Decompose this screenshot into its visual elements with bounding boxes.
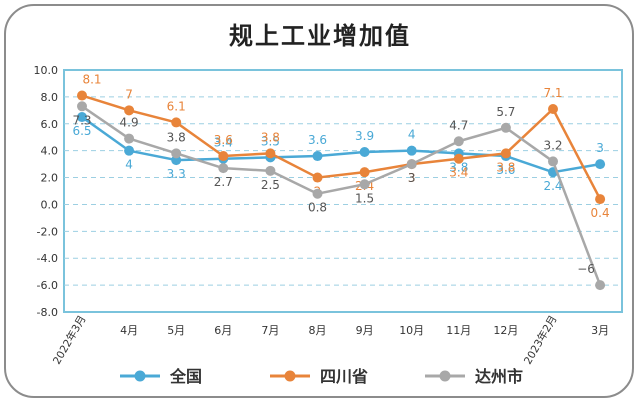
data-label: 3 (408, 171, 416, 185)
data-label: 3.5 (261, 134, 280, 148)
y-tick-label: -4.0 (37, 252, 58, 265)
series-line (81, 116, 601, 174)
legend-label: 达州市 (475, 367, 523, 386)
data-point (406, 159, 417, 170)
x-tick-label: 11月 (446, 324, 471, 337)
x-tick-label: 4月 (120, 324, 138, 337)
data-label: 6.5 (72, 124, 91, 138)
data-label: 4.7 (449, 118, 468, 132)
data-label: 1.5 (355, 191, 374, 205)
data-label: 3.8 (261, 130, 280, 144)
data-point (218, 151, 229, 162)
data-label: 3.2 (543, 138, 562, 152)
data-point (124, 145, 135, 156)
data-label: 7.3 (72, 113, 91, 127)
y-tick-label: 6.0 (41, 118, 59, 131)
data-label: 3.8 (496, 160, 515, 174)
data-label: 2.7 (214, 175, 233, 189)
data-point (500, 122, 511, 133)
chart-title: 规上工业增加值 (229, 22, 411, 50)
data-label: 3 (596, 141, 604, 155)
data-label: −6 (577, 262, 595, 276)
data-label: 3.4 (449, 166, 468, 180)
data-point (453, 153, 464, 164)
y-tick-label: -8.0 (37, 306, 58, 319)
legend-marker (284, 370, 296, 382)
data-point (359, 179, 370, 190)
x-tick-label: 8月 (309, 324, 327, 337)
data-label: 2.5 (261, 178, 280, 192)
x-tick-label: 2022年3月 (50, 313, 88, 367)
data-point (548, 156, 558, 167)
data-label: 3.6 (214, 133, 233, 147)
x-tick-label: 2023年2月 (521, 313, 559, 367)
data-point (548, 103, 558, 114)
data-label: 3.4 (214, 136, 233, 150)
data-point (77, 101, 87, 112)
x-tick-label: 5月 (167, 324, 185, 337)
data-label: 4 (125, 158, 133, 172)
data-point (595, 194, 606, 205)
x-tick-label: 9月 (356, 324, 374, 337)
data-point (171, 117, 182, 128)
y-tick-label: 4.0 (41, 145, 59, 158)
data-point (359, 167, 370, 178)
y-tick-label: -6.0 (37, 279, 58, 292)
x-tick-label: 3月 (591, 324, 609, 337)
data-label: 4 (408, 128, 416, 142)
series-line (81, 94, 602, 200)
data-label: 3.3 (167, 167, 186, 181)
data-point (595, 280, 606, 291)
series-line (81, 105, 602, 286)
data-label: 7 (125, 87, 133, 101)
data-label: 0.4 (591, 206, 610, 220)
x-tick-label: 6月 (214, 324, 232, 337)
data-point (595, 159, 606, 170)
data-point (312, 151, 323, 162)
data-point (218, 163, 229, 174)
data-point (265, 165, 276, 176)
data-point (265, 148, 276, 159)
data-point (312, 172, 323, 183)
legend-label: 全国 (169, 367, 202, 386)
data-label: 8.1 (82, 73, 101, 87)
y-tick-label: 0.0 (41, 198, 59, 211)
data-point (359, 147, 370, 158)
data-label: 3.8 (167, 130, 186, 144)
data-label: 0.8 (308, 201, 327, 215)
x-tick-label: 7月 (261, 324, 279, 337)
legend-marker (134, 370, 146, 382)
y-tick-label: 2.0 (41, 172, 59, 185)
data-label: 7.1 (543, 86, 562, 100)
y-tick-label: -2.0 (37, 225, 58, 238)
data-label: 3.8 (449, 160, 468, 174)
data-point (453, 136, 464, 147)
data-point (500, 148, 511, 159)
legend-label: 四川省 (320, 367, 368, 386)
data-point (77, 112, 87, 123)
y-tick-label: 8.0 (41, 91, 59, 104)
data-label: 5.7 (496, 105, 515, 119)
x-tick-label: 10月 (399, 324, 424, 337)
data-label: 3 (408, 171, 416, 185)
legend-marker (439, 370, 451, 382)
data-point (171, 148, 182, 159)
data-label: 2.4 (543, 179, 562, 193)
plot-frame (63, 69, 623, 313)
data-point (124, 133, 135, 144)
y-tick-label: 10.0 (34, 64, 59, 77)
data-point (312, 188, 323, 199)
x-tick-label: 12月 (493, 324, 518, 337)
data-label: 4.9 (120, 116, 139, 130)
data-point (124, 105, 135, 116)
data-point (406, 145, 417, 156)
data-label: 6.1 (167, 99, 186, 113)
data-point (77, 90, 87, 101)
data-label: 3.6 (496, 163, 515, 177)
data-label: 3.6 (308, 133, 327, 147)
data-label: 3.9 (355, 129, 374, 143)
